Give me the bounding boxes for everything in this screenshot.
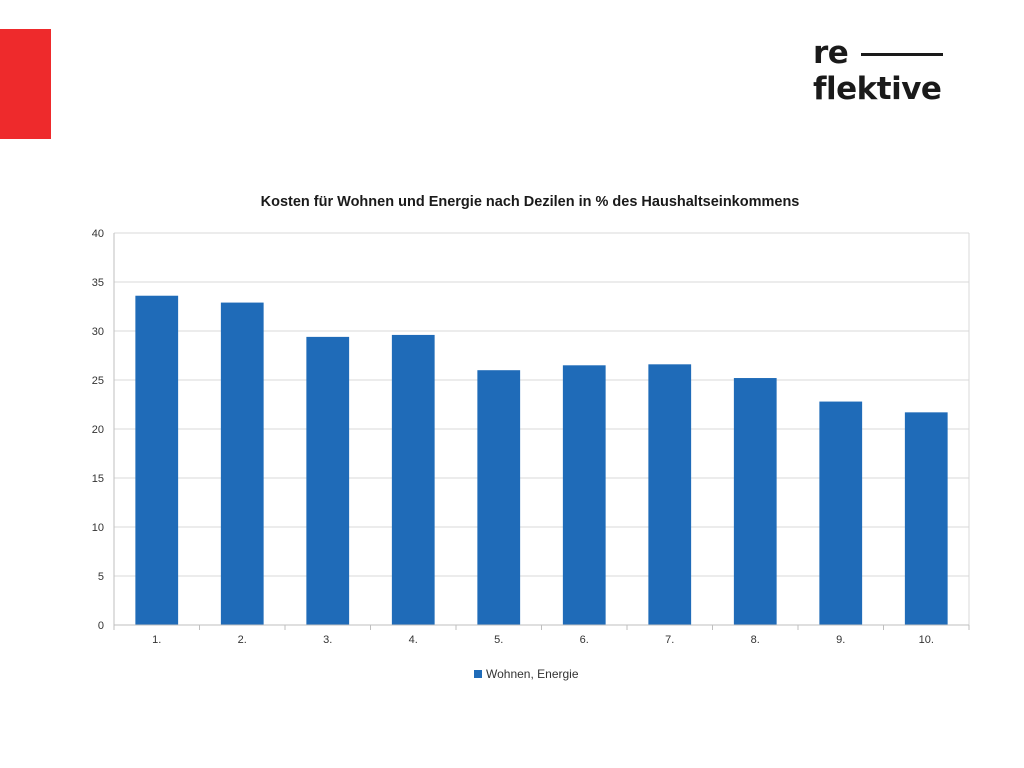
accent-bar [0,29,51,139]
bar [733,378,777,625]
bar [391,334,435,625]
y-tick-label: 0 [98,620,104,632]
x-tick-label: 10. [919,634,934,646]
bar [819,401,863,625]
y-tick-label: 30 [92,326,104,338]
x-tick-label: 4. [409,634,418,646]
x-tick-label: 5. [494,634,503,646]
bar-series [135,295,948,625]
x-tick-label: 9. [836,634,845,646]
x-tick-label: 2. [238,634,247,646]
x-tick-label: 3. [323,634,332,646]
bar [135,295,179,625]
legend: Wohnen, Energie [474,667,579,681]
y-tick-label: 10 [92,522,104,534]
legend-swatch [474,670,482,678]
logo-dash [861,53,943,56]
legend-label: Wohnen, Energie [486,667,579,681]
x-tick-label: 1. [152,634,161,646]
bar [306,336,350,625]
bar [904,412,948,625]
brand-logo: re flektive [813,36,948,108]
x-tick-label: 8. [751,634,760,646]
bar [562,365,606,625]
bar [648,364,692,625]
x-tick-label: 6. [580,634,589,646]
x-tick-label: 7. [665,634,674,646]
y-tick-label: 15 [92,473,104,485]
bar [477,370,521,625]
chart-title: Kosten für Wohnen und Energie nach Dezil… [261,194,800,210]
y-tick-label: 35 [92,277,104,289]
y-tick-label: 20 [92,424,104,436]
logo-text-flektive: flektive [813,71,942,107]
y-tick-label: 25 [92,375,104,387]
bar [220,302,264,625]
axes: 0 5 10 15 20 25 30 35 40 1. 2. 3. 4. 5. 6. 7. 8. 9. 10. [92,228,970,646]
y-tick-label: 40 [92,228,104,240]
y-tick-label: 5 [98,571,104,583]
logo-text-re: re [813,35,849,71]
